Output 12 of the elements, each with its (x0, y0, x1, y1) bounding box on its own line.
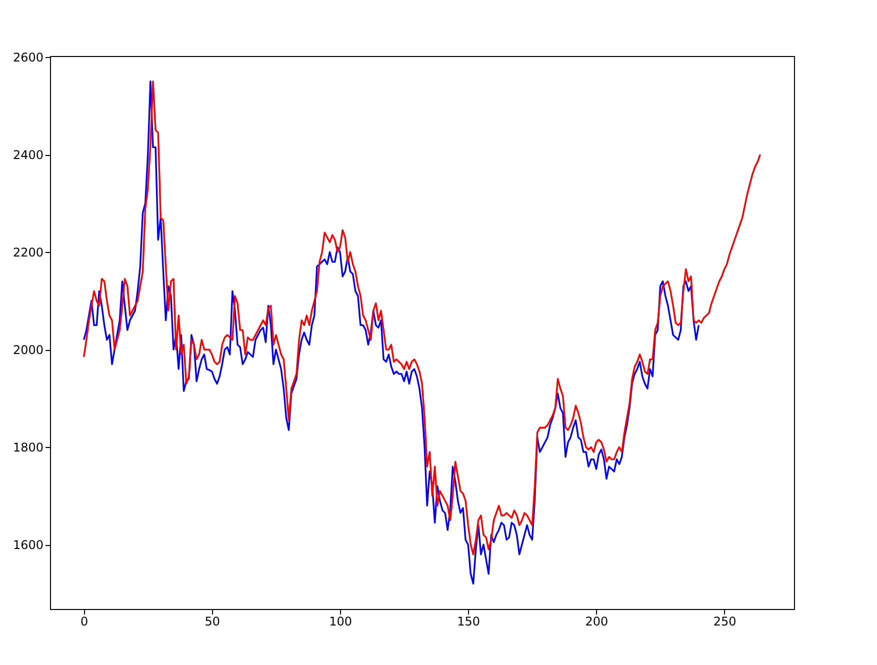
x-tick-label: 50 (204, 614, 220, 628)
y-tick-label: 2400 (12, 148, 44, 162)
x-tick-label: 150 (457, 614, 480, 628)
y-tick-label: 2200 (12, 246, 44, 260)
x-tick-label: 250 (713, 614, 736, 628)
y-tick-label: 2000 (12, 343, 44, 358)
x-tick-label: 200 (585, 614, 608, 628)
x-tick-label: 100 (329, 614, 352, 628)
y-tick-label: 1600 (12, 538, 44, 552)
y-tick-label: 2600 (12, 50, 44, 64)
x-tick-label: 0 (80, 614, 88, 628)
y-tick-label: 1800 (12, 440, 44, 455)
